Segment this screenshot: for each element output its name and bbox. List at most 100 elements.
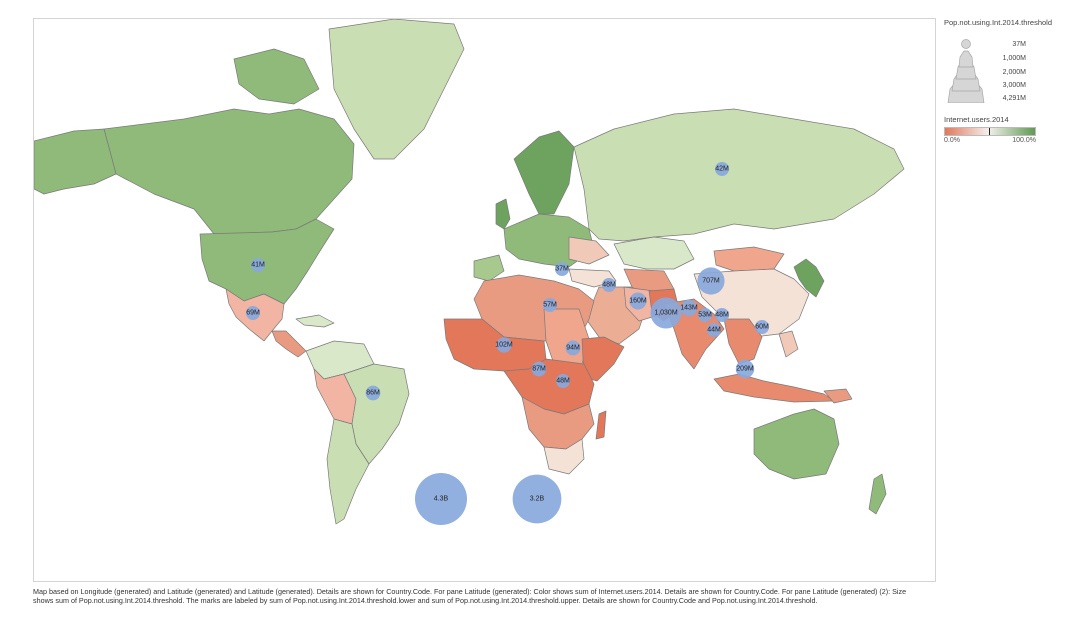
bubble-mark[interactable]: 160M xyxy=(629,292,647,310)
size-legend-label-1: 37M xyxy=(1012,41,1026,48)
bubble-mark[interactable]: 48M xyxy=(556,374,570,388)
bubble-circle[interactable] xyxy=(496,337,512,353)
size-legend-shape-1 xyxy=(961,39,971,49)
size-legend-label-4: 3,000M xyxy=(1003,82,1027,89)
bubble-label: 94M xyxy=(566,345,580,352)
bubble-circle[interactable] xyxy=(555,262,569,276)
bubble-mark[interactable]: 53M xyxy=(698,308,712,322)
bubble-mark[interactable]: 102M xyxy=(495,337,513,353)
bubble-label: 209M xyxy=(736,366,754,373)
bubble-label: 44M xyxy=(707,327,721,334)
country-southeast-asia[interactable] xyxy=(723,318,763,365)
bubble-mark[interactable]: 94M xyxy=(565,340,581,356)
bubble-mark[interactable]: 48M xyxy=(715,308,729,322)
bubble-circle[interactable] xyxy=(715,162,729,176)
country-southern-africa[interactable] xyxy=(521,396,595,450)
country-ukraine[interactable] xyxy=(568,236,610,265)
country-canada[interactable] xyxy=(103,108,355,235)
map-caption: Map based on Longitude (generated) and L… xyxy=(33,587,907,605)
bubble-circle[interactable] xyxy=(650,297,682,329)
bubble-circle[interactable] xyxy=(680,299,698,317)
bubble-label: 69M xyxy=(246,310,260,317)
size-legend-shape-2 xyxy=(958,50,974,68)
bubble-circle[interactable] xyxy=(415,473,467,525)
country-south-africa[interactable] xyxy=(543,438,585,475)
country-usa[interactable] xyxy=(199,218,335,305)
bubble-circle[interactable] xyxy=(251,258,265,272)
bubble-mark[interactable]: 4.3B xyxy=(415,473,467,525)
country-caribbean[interactable] xyxy=(295,314,335,328)
country-australia[interactable] xyxy=(753,408,840,480)
bubble-mark[interactable]: 48M xyxy=(602,278,616,292)
bubble-mark[interactable]: 1,030M xyxy=(650,297,682,329)
bubble-mark[interactable]: 42M xyxy=(715,162,729,176)
bubble-mark[interactable]: 69M xyxy=(246,306,260,320)
bubble-circle[interactable] xyxy=(715,308,729,322)
bubble-circle[interactable] xyxy=(602,278,616,292)
country-central-america[interactable] xyxy=(271,330,307,358)
bubble-circle[interactable] xyxy=(531,361,547,377)
size-legend-shapes: 37M 1,000M 2,000M 3,000M 4,291M xyxy=(947,39,1027,104)
bubble-label: 41M xyxy=(251,262,265,269)
country-indonesia[interactable] xyxy=(713,373,835,403)
country-uk[interactable] xyxy=(495,198,511,230)
bubble-label: 86M xyxy=(366,390,380,397)
country-papua-new-guinea[interactable] xyxy=(823,388,853,404)
color-ramp-labels: 0.0% 100.0% xyxy=(944,137,1036,144)
bubble-circle[interactable] xyxy=(735,359,755,379)
country-brazil[interactable] xyxy=(343,363,410,465)
country-alaska[interactable] xyxy=(34,128,117,195)
bubble-circle[interactable] xyxy=(697,267,725,295)
size-legend-label-2: 1,000M xyxy=(1003,55,1027,62)
country-kazakhstan[interactable] xyxy=(613,236,695,270)
bubble-circle[interactable] xyxy=(246,306,260,320)
color-legend-title: Internet.users.2014 xyxy=(944,115,1009,124)
bubble-mark[interactable]: 707M xyxy=(697,267,725,295)
country-russia[interactable] xyxy=(573,108,905,242)
bubble-label: 42M xyxy=(715,166,729,173)
country-korea-japan[interactable] xyxy=(793,258,825,298)
bubble-label: 4.3B xyxy=(434,496,449,503)
country-new-zealand[interactable] xyxy=(868,473,887,515)
size-legend-label-5: 4,291M xyxy=(1003,95,1027,102)
size-legend-title: Pop.not.using.Int.2014.threshold xyxy=(944,18,1052,27)
bubble-mark[interactable]: 87M xyxy=(531,361,547,377)
country-scandinavia[interactable] xyxy=(513,130,575,215)
bubble-mark[interactable]: 41M xyxy=(251,258,265,272)
bubble-label: 707M xyxy=(702,278,720,285)
map-view[interactable]: 42M 41M 37M 707M 48M 160M 57M 143M 1,030M 53M 48M 6… xyxy=(33,18,936,582)
bubble-circle[interactable] xyxy=(565,340,581,356)
bubble-label: 48M xyxy=(715,312,729,319)
country-mongolia[interactable] xyxy=(713,246,785,272)
bubble-circle[interactable] xyxy=(543,298,557,312)
bubble-mark[interactable]: 37M xyxy=(555,262,569,276)
bubble-mark[interactable]: 60M xyxy=(755,320,769,334)
bubble-label: 60M xyxy=(755,324,769,331)
bubble-mark[interactable]: 209M xyxy=(735,359,755,379)
country-canada-islands[interactable] xyxy=(233,48,320,105)
bubble-mark[interactable]: 86M xyxy=(365,385,381,401)
bubble-circle[interactable] xyxy=(707,323,721,337)
bubble-mark[interactable]: 44M xyxy=(707,323,721,337)
legend-panel: Pop.not.using.Int.2014.threshold 37M 1,0… xyxy=(944,18,1076,144)
bubble-mark[interactable]: 57M xyxy=(543,298,557,312)
bubble-circle[interactable] xyxy=(556,374,570,388)
color-ramp-max-label: 100.0% xyxy=(1012,137,1036,144)
country-argentina[interactable] xyxy=(326,418,370,525)
bubble-circle[interactable] xyxy=(698,308,712,322)
bubble-circle[interactable] xyxy=(512,474,562,524)
bubble-circle[interactable] xyxy=(755,320,769,334)
country-layer[interactable] xyxy=(34,19,905,525)
country-madagascar[interactable] xyxy=(595,410,607,440)
bubble-circle[interactable] xyxy=(629,292,647,310)
bubble-mark[interactable]: 143M xyxy=(680,299,698,317)
country-greenland[interactable] xyxy=(328,19,465,160)
country-iberia[interactable] xyxy=(473,254,505,282)
bubble-circle[interactable] xyxy=(365,385,381,401)
bubble-mark[interactable]: 3.2B xyxy=(512,474,562,524)
bubble-label: 37M xyxy=(555,266,569,273)
country-philippines[interactable] xyxy=(778,330,799,358)
bubble-label: 57M xyxy=(543,302,557,309)
